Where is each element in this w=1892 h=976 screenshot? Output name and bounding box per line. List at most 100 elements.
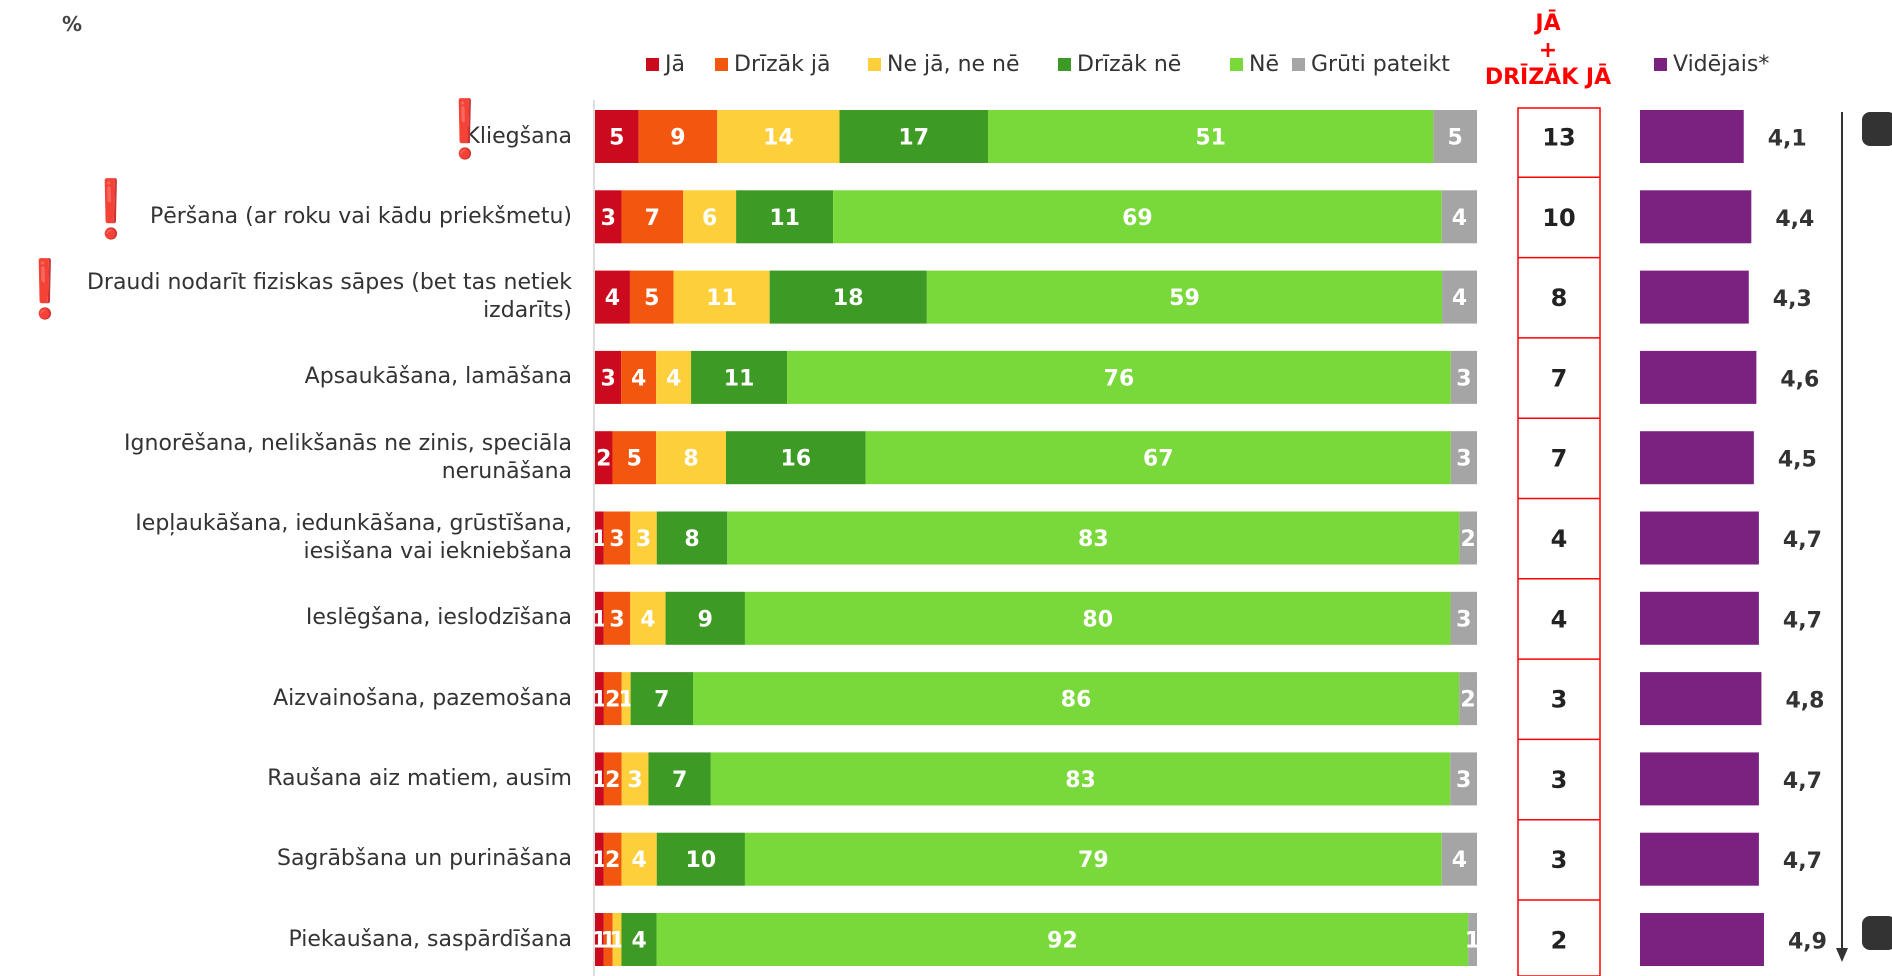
bar-segment-label: 2	[596, 447, 611, 472]
total-value: 3	[1551, 686, 1568, 714]
legend-swatch	[1230, 58, 1243, 71]
bar-segment-label: 83	[1078, 527, 1109, 552]
bar-segment-label: 10	[686, 848, 717, 873]
bar-segment-label: 9	[670, 126, 685, 151]
bar-segment-label: 4	[631, 848, 646, 873]
mean-value: 4,4	[1775, 207, 1814, 232]
bar-segment-label: 2	[1460, 688, 1475, 713]
bar-segment	[656, 350, 692, 404]
total-value: 8	[1551, 284, 1568, 312]
bar-segment	[717, 110, 840, 163]
total-value: 7	[1551, 364, 1568, 392]
bar-segment	[839, 110, 988, 163]
bar-segment-label: 67	[1143, 447, 1174, 472]
category-label-line: nerunāšana	[441, 458, 572, 484]
mean-bar	[1640, 832, 1759, 886]
category-label: Aizvainošana, pazemošana	[12, 685, 572, 713]
legend-item: Drīzāk jā	[715, 52, 830, 77]
bar-segment	[1468, 913, 1477, 966]
bar-segment-label: 2	[605, 768, 620, 793]
category-label: Kliegšana	[12, 123, 572, 151]
bar-segment-label: 92	[1047, 929, 1078, 954]
bar-segment-label: 2	[1461, 527, 1476, 552]
total-value: 4	[1551, 525, 1568, 553]
bar-segment	[621, 832, 657, 886]
legend-swatch	[1058, 58, 1071, 71]
bar-segment-label: 14	[763, 126, 794, 151]
bar-segment-label: 5	[1448, 126, 1463, 151]
total-header-line-3: DRĪZĀK JĀ	[1484, 65, 1612, 90]
bar-segment-label: 6	[702, 206, 717, 231]
category-label-line: izdarīts)	[483, 298, 572, 324]
bar-segment	[595, 832, 604, 886]
mean-value: 4,8	[1785, 689, 1824, 714]
bar-segment	[595, 270, 630, 324]
bar-segment	[595, 350, 622, 404]
bar-segment	[595, 190, 622, 244]
total-value: 7	[1551, 445, 1568, 473]
bar-segment-label: 3	[609, 527, 624, 552]
bar-segment	[727, 511, 1460, 565]
legend-label: Drīzāk jā	[734, 52, 831, 77]
mean-bar	[1640, 270, 1749, 324]
mean-value: 4,6	[1780, 367, 1819, 392]
mean-bar	[1640, 511, 1759, 565]
mean-bar	[1640, 110, 1744, 163]
bar-segment	[603, 752, 622, 806]
bar-segment-label: 4	[631, 366, 646, 391]
bar-segment-label: 1	[619, 688, 634, 713]
legend-label: Grūti pateikt	[1311, 52, 1450, 77]
category-label-line: Raušana aiz matiem, ausīm	[267, 765, 572, 791]
warning-exclamation-icon: ❗	[430, 95, 500, 162]
bar-segment-label: 5	[644, 286, 659, 311]
bar-segment	[595, 591, 604, 645]
category-label: Draudi nodarīt fiziskas sāpes (bet tas n…	[12, 269, 572, 325]
bar-segment-label: 3	[609, 607, 624, 632]
bar-segment-label: 1	[592, 527, 607, 552]
category-label-line: Apsaukāšana, lamāšana	[304, 364, 572, 390]
mean-value: 4,5	[1778, 448, 1817, 473]
bar-segment	[612, 913, 622, 966]
category-label-line: Draudi nodarīt fiziskas sāpes (bet tas n…	[86, 270, 572, 296]
bar-segment	[1459, 511, 1477, 565]
bar-segment	[621, 190, 684, 244]
bar-segment-label: 69	[1122, 206, 1153, 231]
category-label: Ieslēgšana, ieslodzīšana	[12, 604, 572, 632]
bar-segment	[595, 110, 639, 163]
bar-segment	[926, 270, 1443, 324]
bar-segment	[736, 190, 834, 244]
bar-segment-label: 1	[592, 607, 607, 632]
bar-segment-label: 8	[683, 447, 698, 472]
bar-segment-label: 9	[698, 607, 713, 632]
category-label: Iepļaukāšana, iedunkāšana, grūstīšana, ie…	[12, 510, 572, 566]
bar-segment	[710, 752, 1451, 806]
bar-segment-label: 3	[636, 527, 651, 552]
category-label-line: Sagrābšana un purināšana	[276, 846, 572, 872]
bar-segment	[725, 431, 866, 485]
total-column-box	[1517, 107, 1601, 976]
bar-segment	[665, 591, 745, 645]
total-value: 13	[1542, 124, 1575, 152]
legend-item: Nē	[1230, 52, 1279, 77]
bar-segment	[1441, 190, 1477, 244]
category-label-line: Piekaušana, saspārdīšana	[288, 926, 572, 952]
bar-segment-label: 4	[631, 929, 646, 954]
bar-segment-label: 5	[609, 126, 624, 151]
bar-segment-label: 1	[592, 768, 607, 793]
mean-value: 4,3	[1773, 287, 1812, 312]
mean-value: 4,1	[1768, 127, 1807, 152]
total-value: 10	[1542, 204, 1575, 232]
bar-segment-label: 18	[833, 286, 864, 311]
bar-segment	[865, 431, 1451, 485]
legend-item: Jā	[646, 52, 685, 77]
bar-segment-label: 11	[769, 206, 800, 231]
bar-segment-label: 1	[601, 929, 616, 954]
total-value: 2	[1551, 927, 1568, 955]
legend-swatch	[868, 58, 881, 71]
bar-segment-label: 1	[592, 929, 607, 954]
legend-label: Vidējais*	[1673, 52, 1770, 77]
bar-segment	[1450, 752, 1477, 806]
bar-segment-label: 4	[1452, 848, 1467, 873]
bar-segment	[833, 190, 1442, 244]
bar-segment	[603, 591, 631, 645]
